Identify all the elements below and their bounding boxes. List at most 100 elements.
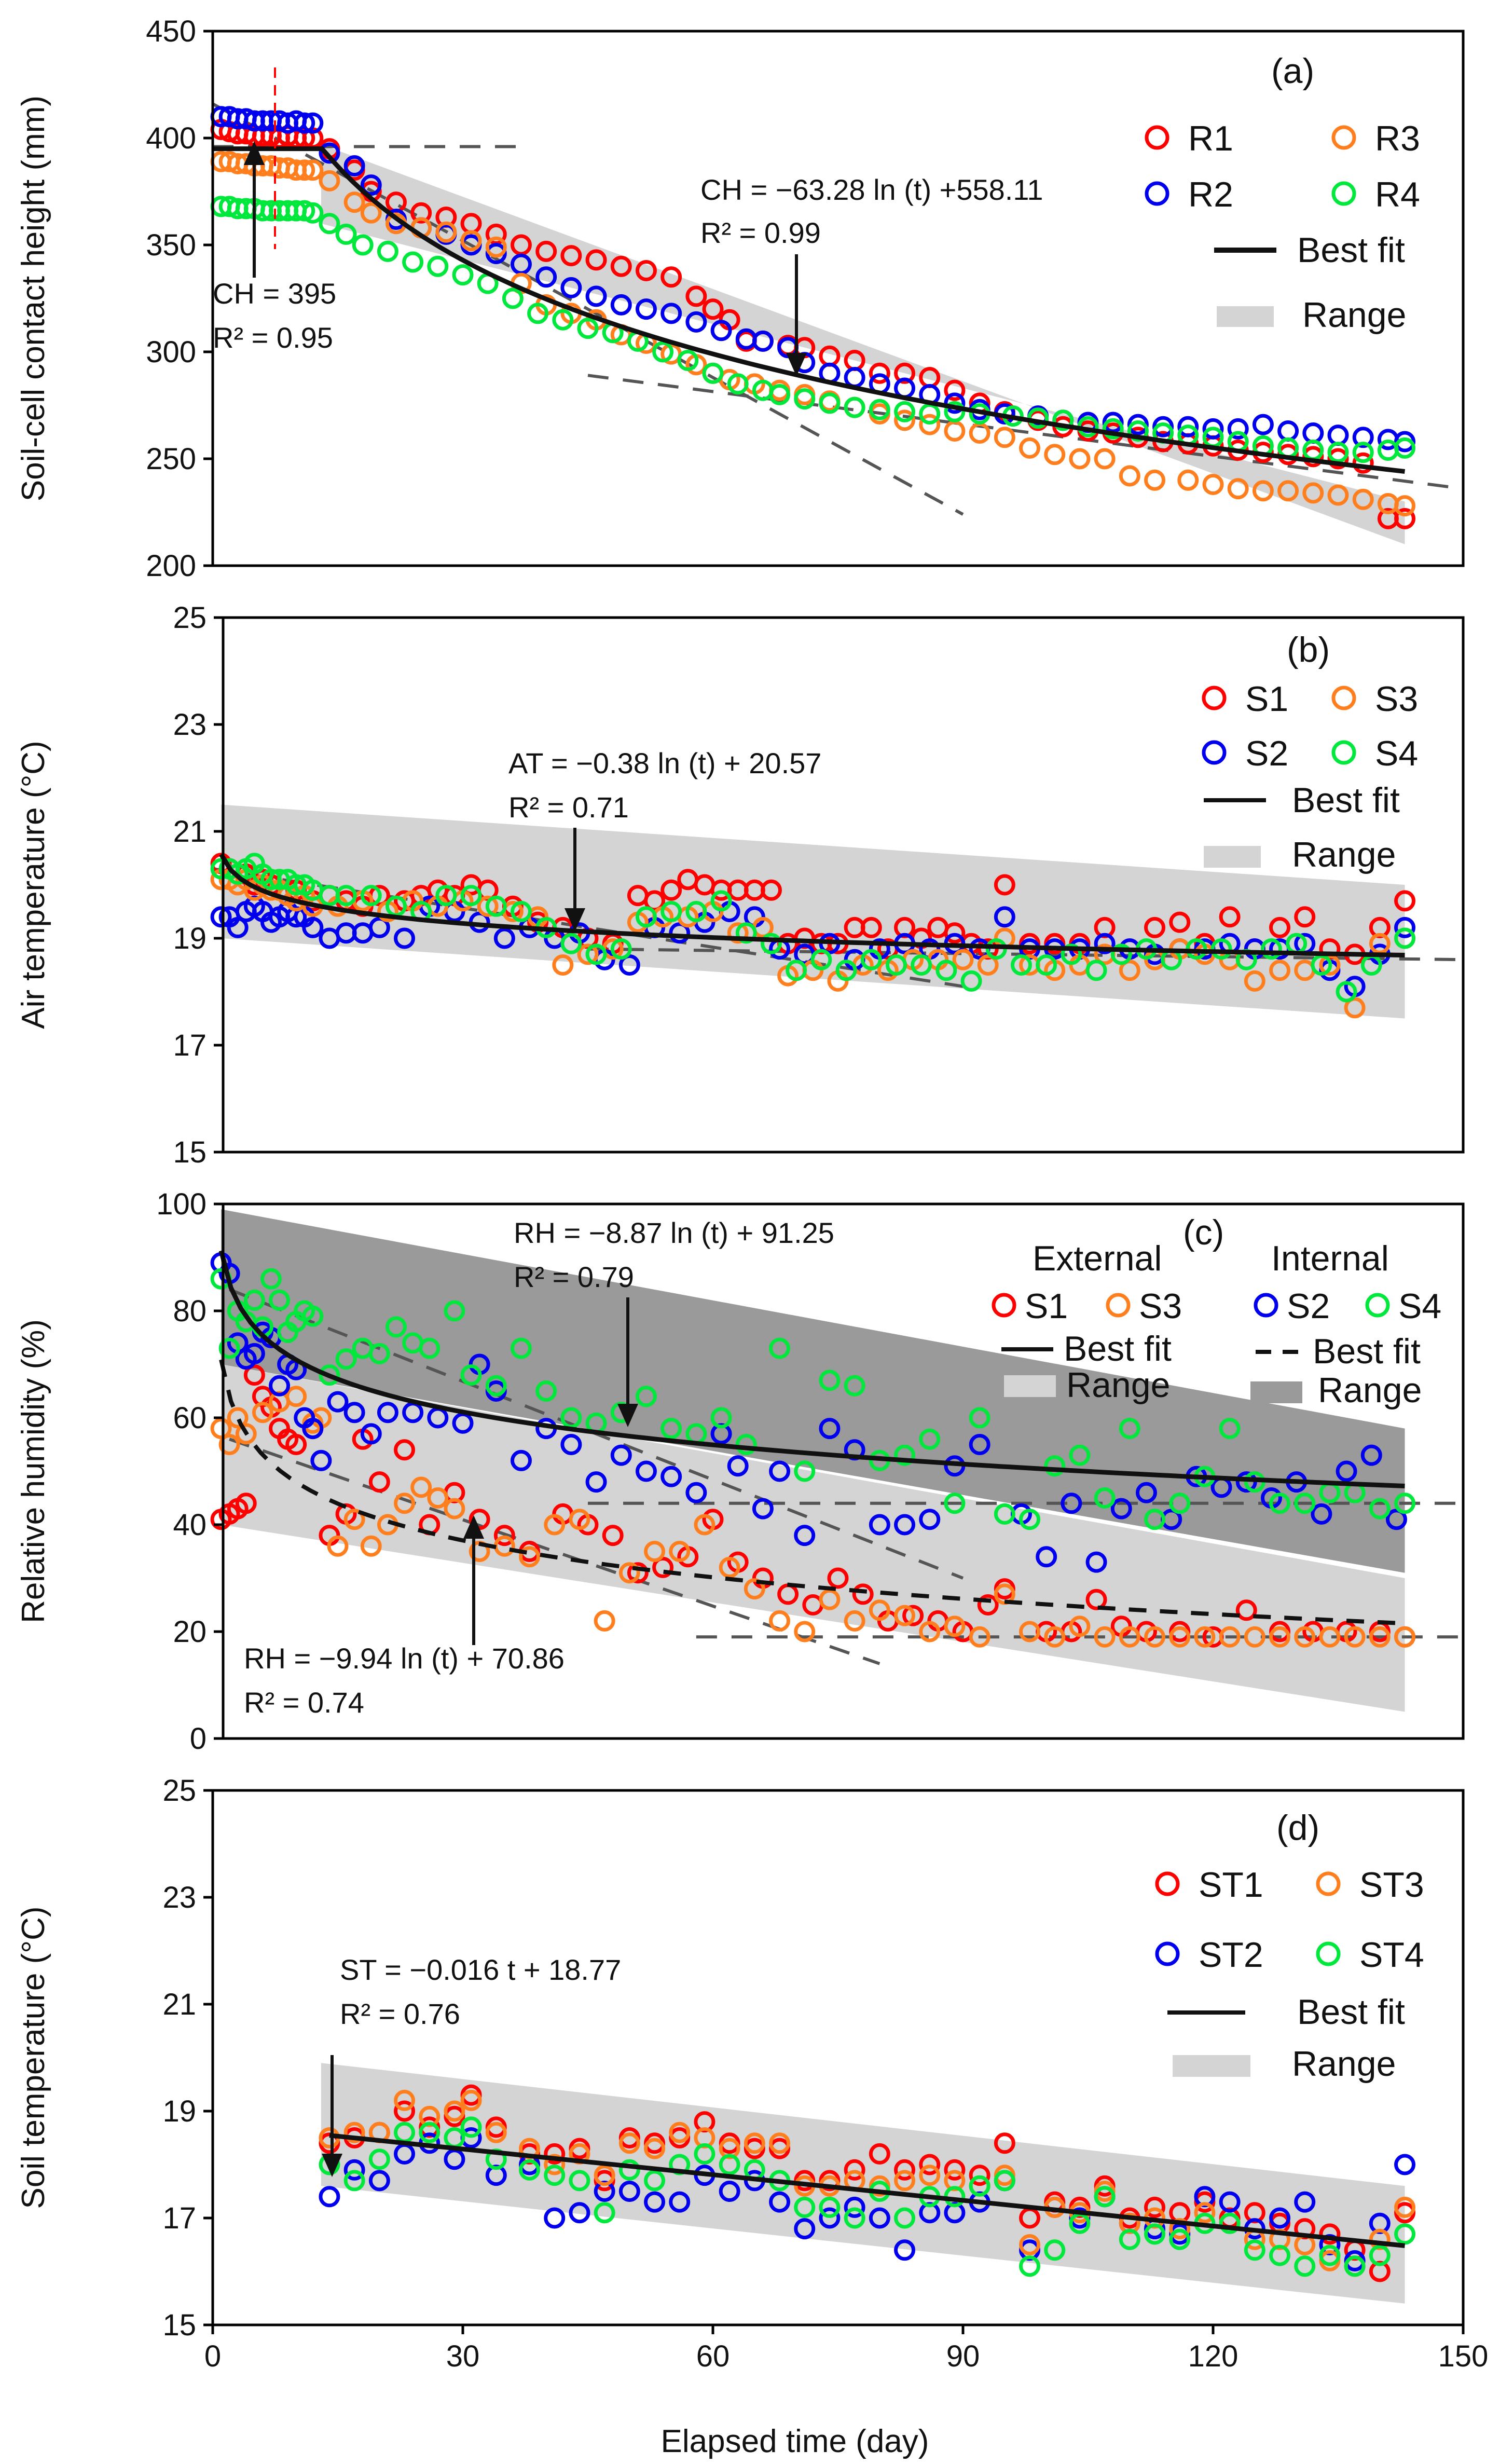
legend-st1-label: ST1	[1199, 1865, 1263, 1905]
legend-s4-label: S4	[1375, 734, 1418, 773]
legend-r3-marker	[1331, 125, 1356, 150]
panel-a-r2-1: R² = 0.95	[213, 321, 333, 354]
point-st1	[869, 2143, 890, 2165]
point-s3	[819, 1589, 841, 1610]
point-r2	[1227, 418, 1249, 440]
point-s2	[302, 916, 324, 938]
point-r1	[660, 266, 682, 288]
panel-b-eq: AT = −0.38 ln (t) + 20.57	[508, 747, 821, 779]
point-s2	[752, 1498, 774, 1520]
point-s3	[1294, 1626, 1316, 1648]
point-st3	[769, 2132, 791, 2154]
point-s4	[1311, 954, 1332, 976]
point-r3	[302, 159, 324, 181]
panel-c-arrow-internal-head	[617, 1404, 638, 1427]
point-s4	[844, 1375, 865, 1397]
point-s4	[335, 885, 357, 907]
legend-c-int-range-label: Range	[1318, 1371, 1422, 1410]
point-st1	[919, 2154, 941, 2175]
point-s1	[660, 879, 682, 901]
point-s4	[969, 1407, 990, 1429]
panel-b-r2: R² = 0.71	[508, 791, 629, 824]
point-st4	[1094, 2186, 1116, 2208]
point-s3	[1219, 1626, 1241, 1648]
point-s1	[243, 1364, 265, 1386]
point-s3	[1119, 1626, 1140, 1648]
legend-c-s1-marker	[992, 1293, 1016, 1318]
point-s4	[335, 1348, 357, 1370]
legend-st2-marker	[1155, 1941, 1180, 1966]
legend-r2-marker	[1145, 181, 1169, 206]
point-r4	[1394, 437, 1416, 459]
point-st3	[444, 2100, 465, 2122]
point-r4	[819, 392, 841, 414]
point-st3	[460, 2089, 482, 2111]
legend-r4-marker	[1331, 181, 1356, 206]
point-s4	[1069, 1444, 1091, 1466]
point-r3	[1094, 448, 1116, 470]
point-s1	[1085, 1589, 1107, 1610]
legend-c-ext-range-label: Range	[1066, 1365, 1170, 1405]
point-r4	[1102, 418, 1124, 440]
point-s4	[894, 1444, 916, 1466]
point-r3	[1069, 448, 1091, 470]
point-r2	[1152, 416, 1174, 437]
panel-b-best-fit	[219, 853, 1405, 957]
point-r2	[585, 285, 607, 307]
point-r2	[1127, 414, 1149, 435]
point-st3	[1169, 2218, 1191, 2240]
point-s1	[368, 1471, 390, 1493]
panel-c-eq-internal: RH = −8.87 ln (t) + 91.25	[514, 1216, 834, 1249]
point-s2	[227, 916, 249, 938]
point-r1	[1327, 448, 1349, 470]
legend-best-fit-label: Best fit	[1297, 230, 1405, 270]
point-r4	[502, 288, 524, 309]
point-s3	[977, 954, 999, 976]
point-s4	[535, 1380, 557, 1402]
point-r1	[869, 362, 890, 384]
legend-c-int-range-swatch	[1250, 1381, 1302, 1403]
point-s2	[1110, 1498, 1132, 1520]
point-r4	[352, 234, 374, 256]
point-s4	[1219, 1418, 1241, 1440]
point-st3	[894, 2170, 916, 2192]
point-st2	[894, 2239, 916, 2261]
point-st4	[544, 2165, 566, 2186]
point-s4	[243, 1289, 265, 1311]
panel-a-legend: R1 R3 R2 R4 Best fit Range	[1145, 119, 1420, 335]
point-st4	[519, 2159, 541, 2181]
point-s1	[394, 1439, 416, 1461]
point-s2	[635, 1460, 657, 1482]
point-s4	[1269, 1493, 1291, 1514]
point-st2	[569, 2202, 590, 2224]
panel-d-r2: R² = 0.76	[340, 1997, 460, 2030]
point-s3	[1194, 1626, 1216, 1648]
y-tick-label: 250	[146, 442, 196, 476]
point-st4	[694, 2143, 715, 2165]
point-s4	[735, 1434, 757, 1455]
point-s3	[969, 1626, 990, 1648]
point-st1	[994, 2132, 1015, 2154]
point-s3	[1344, 997, 1366, 1019]
legend-s3-marker	[1331, 686, 1356, 710]
best-fit-curve	[219, 853, 1405, 957]
point-s2	[610, 1444, 632, 1466]
point-s3	[1019, 1621, 1041, 1642]
point-st3	[618, 2132, 640, 2154]
y-tick-label: 40	[173, 1508, 207, 1542]
point-st4	[994, 2170, 1015, 2192]
point-s1	[852, 1583, 874, 1605]
panel-d-label: (d)	[1276, 1808, 1319, 1847]
best-fit-line	[329, 2133, 1405, 2248]
point-r3	[1019, 437, 1041, 459]
point-r4	[1352, 442, 1374, 463]
point-s4	[1061, 943, 1082, 965]
x-tick-label: 60	[696, 2339, 730, 2373]
panel-c-r2-external: R² = 0.74	[244, 1686, 364, 1719]
point-s1	[977, 1594, 999, 1616]
legend-st4-label: ST4	[1359, 1935, 1424, 1975]
point-s3	[1244, 1626, 1265, 1648]
point-st1	[1144, 2196, 1166, 2218]
y-tick-label: 19	[173, 922, 207, 955]
point-s4	[1085, 960, 1107, 981]
